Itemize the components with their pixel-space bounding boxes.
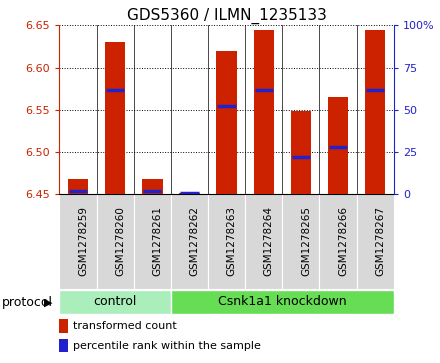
Bar — [319, 194, 357, 289]
Text: ▶: ▶ — [44, 297, 53, 307]
Text: control: control — [93, 295, 137, 308]
Text: GSM1278259: GSM1278259 — [78, 207, 88, 276]
Bar — [179, 192, 200, 194]
Bar — [59, 290, 171, 314]
Text: GSM1278266: GSM1278266 — [338, 207, 348, 276]
Bar — [171, 194, 208, 289]
Text: GSM1278260: GSM1278260 — [115, 207, 125, 276]
Text: GSM1278263: GSM1278263 — [227, 207, 237, 276]
Text: transformed count: transformed count — [73, 321, 176, 331]
Bar — [208, 194, 245, 289]
Text: GSM1278261: GSM1278261 — [152, 207, 162, 276]
Bar — [68, 179, 88, 194]
Bar — [59, 319, 68, 333]
Bar — [142, 179, 162, 194]
Text: Csnk1a1 knockdown: Csnk1a1 knockdown — [218, 295, 347, 308]
Bar — [134, 194, 171, 289]
Bar — [59, 194, 96, 289]
Bar — [282, 194, 319, 289]
Bar — [357, 194, 394, 289]
Bar — [216, 51, 237, 194]
Bar — [105, 42, 125, 194]
Bar — [253, 30, 274, 194]
Bar — [96, 194, 134, 289]
Title: GDS5360 / ILMN_1235133: GDS5360 / ILMN_1235133 — [127, 8, 326, 24]
Bar — [365, 30, 385, 194]
Text: GSM1278264: GSM1278264 — [264, 207, 274, 276]
Text: percentile rank within the sample: percentile rank within the sample — [73, 340, 260, 351]
Text: GSM1278262: GSM1278262 — [190, 207, 199, 276]
Bar — [59, 339, 68, 352]
Bar — [291, 111, 311, 194]
Bar — [245, 194, 282, 289]
Bar — [171, 290, 394, 314]
Text: protocol: protocol — [2, 296, 53, 309]
Bar — [328, 97, 348, 194]
Text: GSM1278267: GSM1278267 — [375, 207, 385, 276]
Text: GSM1278265: GSM1278265 — [301, 207, 311, 276]
